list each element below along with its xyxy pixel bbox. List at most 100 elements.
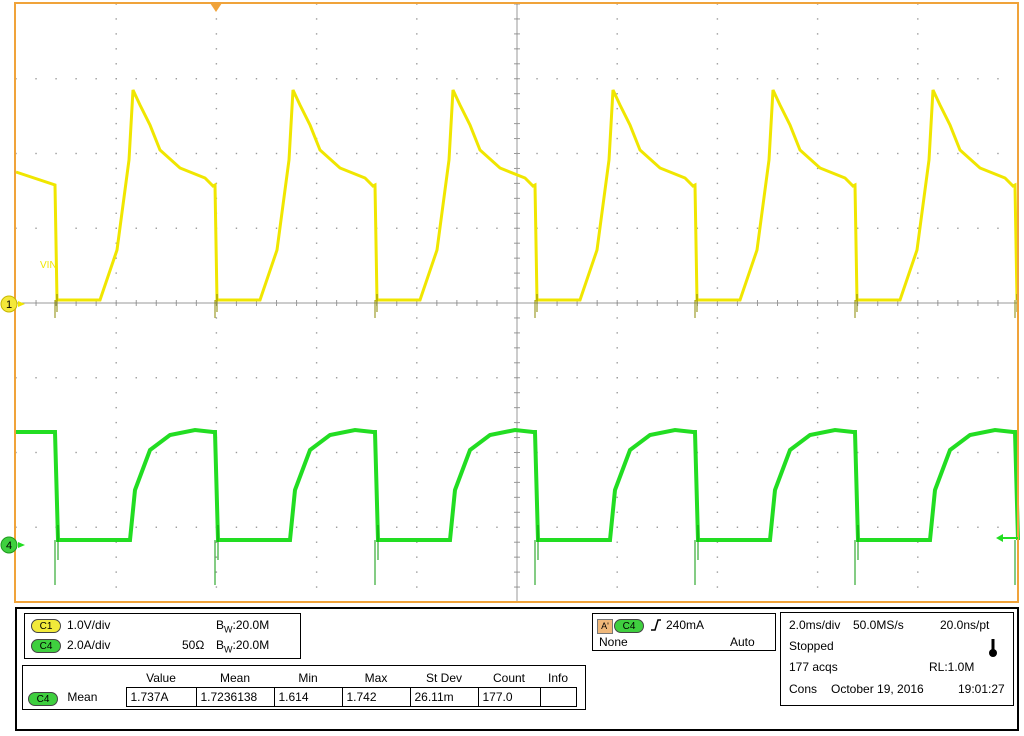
grid-dot bbox=[115, 152, 117, 155]
grid-dot bbox=[215, 167, 218, 170]
grid-dot bbox=[315, 451, 318, 454]
grid-dot bbox=[115, 511, 117, 513]
grid-dot bbox=[716, 377, 719, 379]
ch1-ground-marker[interactable]: 1 bbox=[0, 295, 25, 313]
grid-dot bbox=[937, 526, 939, 528]
grid-dot bbox=[315, 272, 318, 274]
measurement-source[interactable]: C4 Mean bbox=[24, 688, 126, 707]
grid-dot bbox=[836, 152, 839, 155]
grid-dot bbox=[556, 526, 558, 528]
grid-dot bbox=[416, 406, 418, 409]
grid-dot bbox=[917, 152, 919, 155]
grid-dot bbox=[315, 18, 318, 20]
grid-dot bbox=[816, 48, 819, 50]
grid-dot bbox=[115, 242, 117, 244]
grid-dot bbox=[756, 451, 759, 454]
grid-dot bbox=[215, 317, 218, 319]
grid-dot bbox=[416, 421, 418, 424]
ch4-bw-value: :20.0M bbox=[232, 638, 270, 652]
grid-dot bbox=[816, 347, 819, 349]
grid-dot bbox=[716, 392, 719, 394]
grid-dot bbox=[396, 526, 398, 528]
grid-dot bbox=[396, 377, 398, 379]
grid-dot bbox=[215, 18, 218, 20]
grid-dot bbox=[616, 347, 618, 349]
grid-dot bbox=[917, 406, 919, 409]
grid-dot bbox=[416, 556, 418, 558]
grid-dot bbox=[75, 152, 77, 155]
grid-dot bbox=[255, 227, 258, 229]
grid-dot bbox=[215, 33, 218, 35]
header-min: Min bbox=[298, 671, 318, 685]
trigger-position-icon[interactable] bbox=[210, 3, 222, 12]
grid-dot bbox=[877, 377, 879, 379]
grid-dot bbox=[195, 377, 198, 379]
ch4-bw-prefix: B bbox=[216, 638, 225, 652]
acquisition-date: October 19, 2016 bbox=[831, 682, 924, 696]
grid-dot bbox=[215, 586, 218, 588]
grid-dot bbox=[816, 152, 819, 155]
ch4-badge[interactable]: C4 bbox=[31, 639, 61, 653]
grid-dot bbox=[315, 347, 318, 349]
grid-dot bbox=[917, 541, 919, 543]
grid-dot bbox=[115, 63, 117, 65]
grid-dot bbox=[897, 451, 899, 454]
grid-dot bbox=[476, 526, 478, 528]
grid-dot bbox=[315, 377, 318, 379]
grid-dot bbox=[796, 526, 799, 528]
grid-dot bbox=[816, 571, 819, 573]
grid-dot bbox=[115, 586, 117, 588]
grid-dot bbox=[416, 18, 418, 20]
grid-dot bbox=[215, 421, 218, 424]
grid-dot bbox=[315, 571, 318, 573]
trigger-source-badge[interactable]: C4 bbox=[614, 619, 644, 633]
grid-dot bbox=[416, 152, 418, 155]
grid-dot bbox=[616, 571, 618, 573]
grid-dot bbox=[416, 212, 418, 214]
grid-dot bbox=[816, 481, 819, 484]
grid-dot bbox=[115, 317, 117, 319]
grid-dot bbox=[716, 257, 719, 259]
grid-dot bbox=[496, 377, 498, 379]
grid-dot bbox=[897, 152, 899, 155]
measurement-source-badge[interactable]: C4 bbox=[28, 691, 58, 706]
grid-dot bbox=[616, 392, 618, 394]
acquisition-box[interactable] bbox=[780, 612, 1014, 706]
grid-dot bbox=[977, 78, 979, 80]
grid-dot bbox=[676, 78, 679, 80]
grid-dot bbox=[616, 63, 618, 65]
grid-dot bbox=[115, 257, 117, 259]
grid-dot bbox=[315, 526, 318, 528]
grid-dot bbox=[997, 377, 999, 379]
grid-dot bbox=[616, 33, 618, 35]
grid-dot bbox=[255, 377, 258, 379]
grid-dot bbox=[195, 78, 198, 80]
grid-dot bbox=[95, 152, 97, 155]
grid-dot bbox=[255, 78, 258, 80]
grid-dot bbox=[376, 152, 378, 155]
grid-dot bbox=[315, 392, 318, 394]
grid-dot bbox=[997, 451, 999, 454]
grid-dot bbox=[816, 182, 819, 185]
grid-dot bbox=[275, 526, 278, 528]
grid-dot bbox=[355, 377, 358, 379]
grid-dot bbox=[736, 377, 739, 379]
header-value: Value bbox=[146, 671, 176, 685]
channel-settings-box[interactable] bbox=[24, 613, 301, 659]
grid-dot bbox=[115, 18, 117, 20]
measurement-row[interactable]: C4 Mean 1.737A 1.7236138 1.614 1.742 26.… bbox=[24, 687, 577, 707]
grid-dot bbox=[716, 107, 719, 110]
ch1-bw-value: :20.0M bbox=[232, 618, 270, 632]
grid-dot bbox=[997, 78, 999, 80]
grid-dot bbox=[416, 122, 418, 125]
grid-dot bbox=[897, 377, 899, 379]
grid-dot bbox=[616, 511, 618, 513]
trigger-level-icon[interactable] bbox=[996, 534, 1018, 542]
grid-dot bbox=[476, 78, 478, 80]
grid-dot bbox=[897, 78, 899, 80]
grid-dot bbox=[476, 152, 478, 155]
trigger-sweep: Auto bbox=[730, 635, 755, 649]
trigger-mode-badge[interactable]: A' bbox=[597, 619, 613, 634]
ch4-ground-marker[interactable]: 4 bbox=[0, 536, 25, 554]
ch1-badge[interactable]: C1 bbox=[31, 619, 61, 633]
